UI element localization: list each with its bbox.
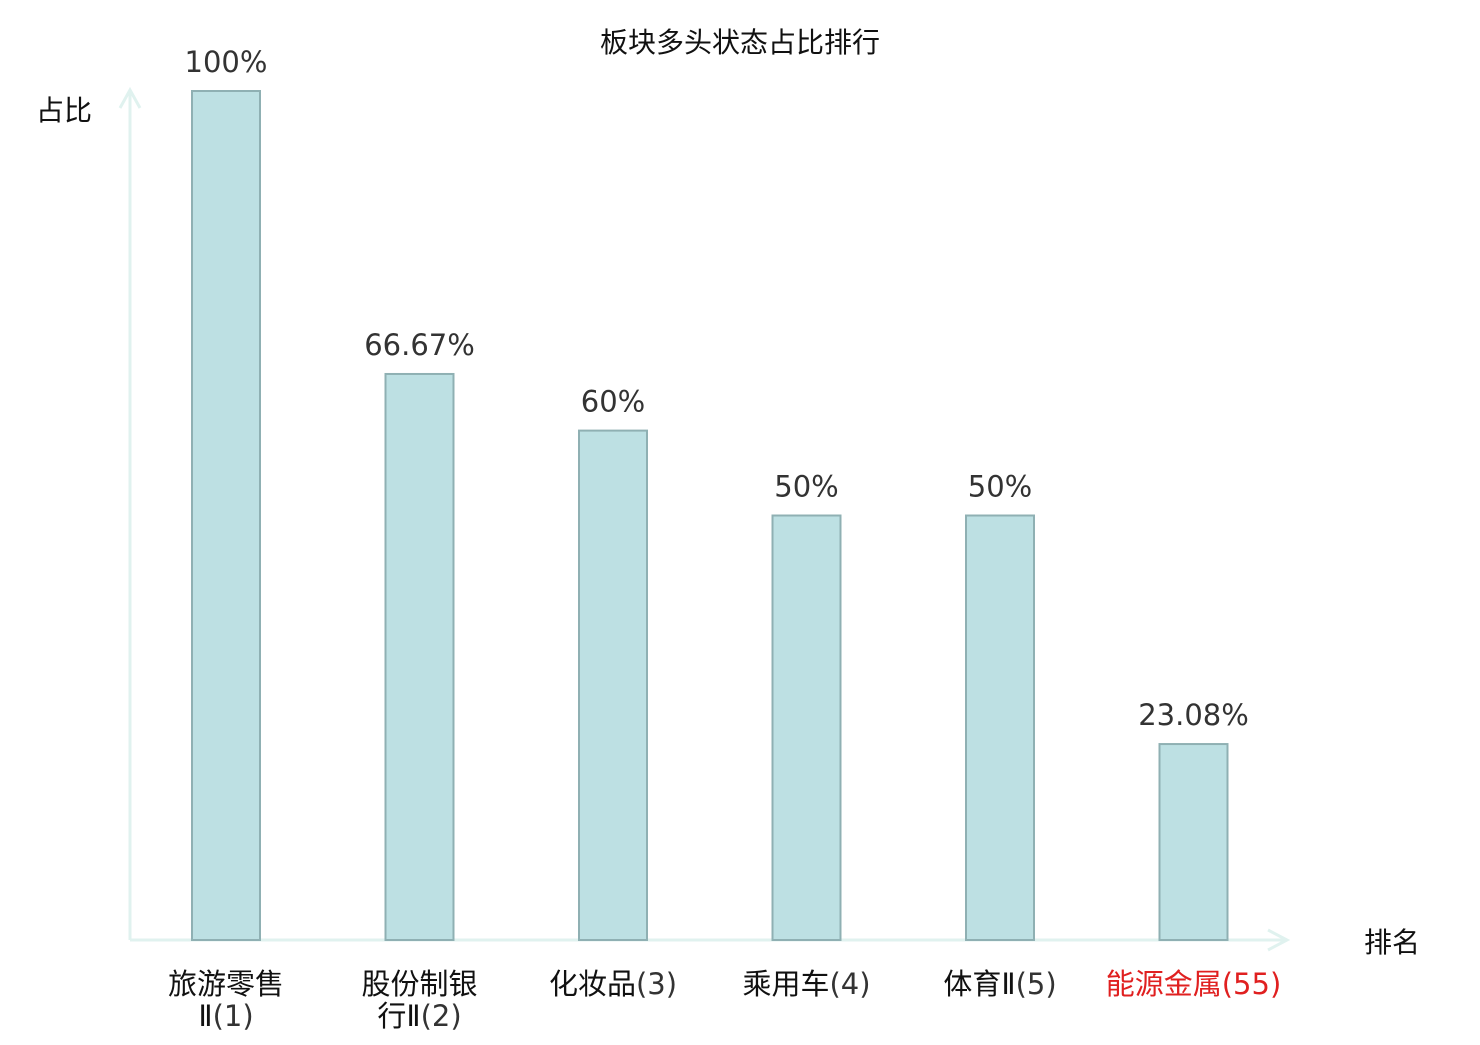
data-label: 50% — [774, 470, 838, 504]
x-tick-labels: 旅游零售 Ⅱ(1) 股份制银行Ⅱ(2) 化妆品(3) 乘用车(4) 体育Ⅱ(5) 能源金属(… — [168, 967, 1281, 1033]
bar — [578, 429, 648, 941]
x-tick-label: 化妆品(3) — [549, 967, 677, 1001]
rank-label: (1) — [213, 999, 254, 1033]
rank-label: (4) — [829, 967, 870, 1001]
x-tick-label: 旅游零售 Ⅱ(1) — [168, 967, 284, 1033]
bar — [384, 372, 455, 942]
x-tick-label: 股份制银行Ⅱ(2) — [361, 967, 477, 1033]
data-label: 23.08% — [1138, 698, 1249, 732]
bar — [191, 90, 261, 941]
bar — [1158, 743, 1229, 941]
bar — [965, 514, 1035, 941]
chart-title: 板块多头状态占比排行 — [600, 26, 880, 59]
x-tick-label: 体育Ⅱ(5) — [943, 967, 1056, 1001]
x-axis-arrow — [1267, 928, 1291, 952]
rank-label: (2) — [421, 999, 462, 1033]
y-axis-arrow — [118, 86, 142, 109]
y-axis-label: 占比 — [36, 94, 92, 127]
bars-group: 100% 66.67% 60% 50% 50% 23.08% — [185, 45, 1249, 942]
data-label: 60% — [581, 385, 645, 419]
rank-label: (55) — [1222, 967, 1282, 1001]
x-tick-label: 乘用车(4) — [742, 967, 870, 1001]
rank-label: (3) — [636, 967, 677, 1001]
x-tick-label: 能源金属(55) — [1106, 967, 1282, 1001]
axes — [118, 86, 1291, 952]
x-axis-label: 排名 — [1364, 926, 1420, 959]
data-label: 100% — [185, 45, 268, 79]
rank-label: (5) — [1016, 967, 1057, 1001]
data-label: 66.67% — [364, 328, 475, 362]
data-label: 50% — [968, 470, 1032, 504]
bar — [771, 514, 842, 941]
